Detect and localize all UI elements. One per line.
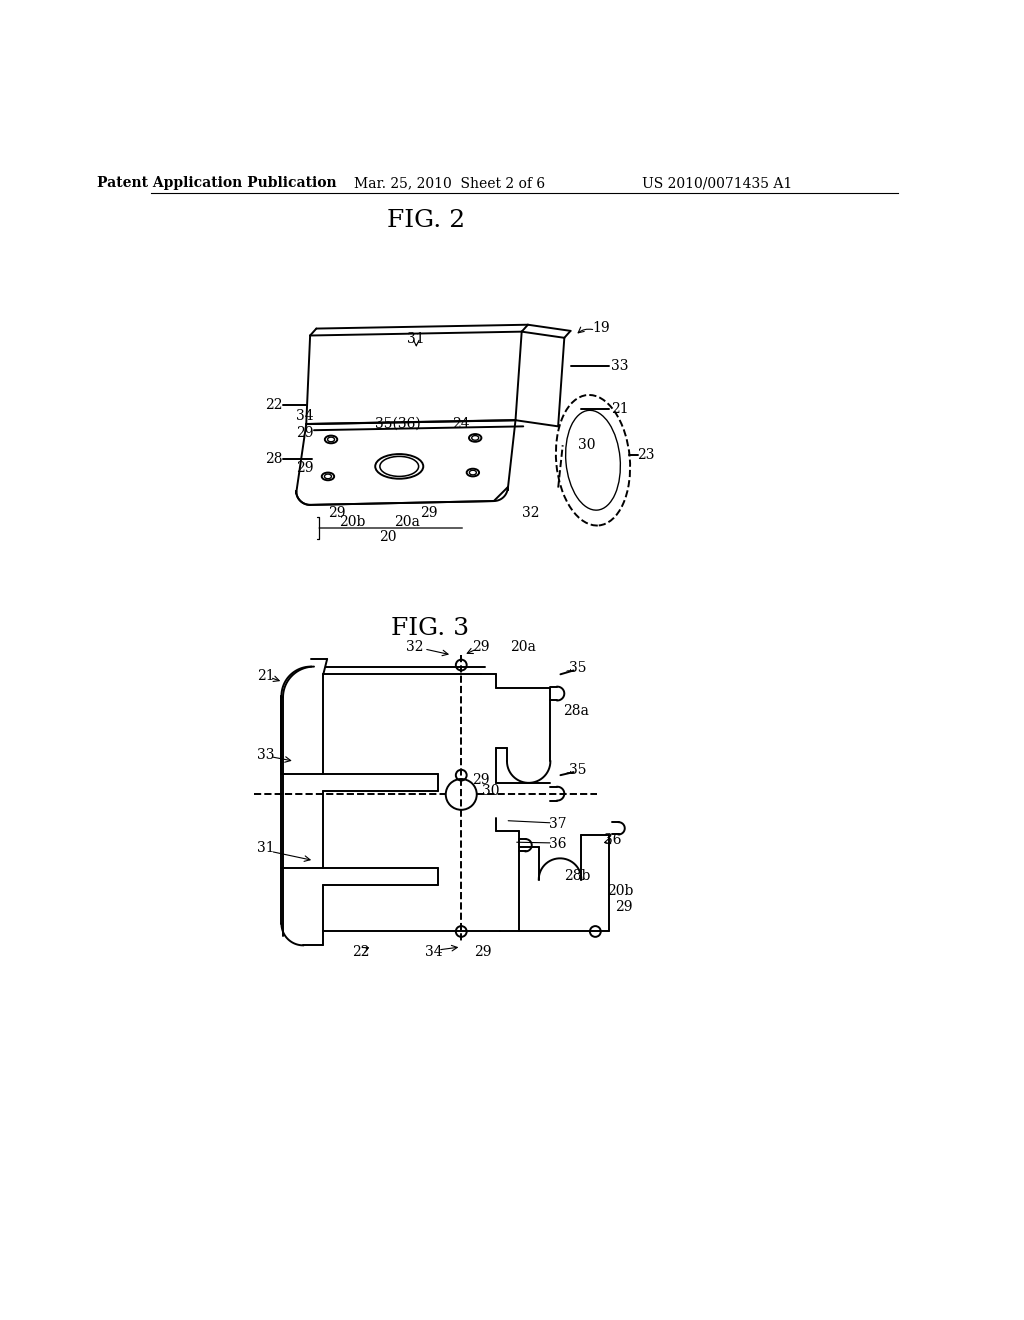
Text: 28a: 28a (563, 705, 589, 718)
Text: 35: 35 (568, 661, 587, 675)
Text: 36: 36 (549, 837, 567, 850)
Text: 30: 30 (482, 784, 500, 799)
Text: ~: ~ (564, 665, 575, 678)
Text: 28b: 28b (564, 869, 591, 883)
Text: 29: 29 (296, 461, 313, 475)
Text: 28: 28 (265, 451, 283, 466)
Text: 29: 29 (296, 426, 313, 441)
Text: ~: ~ (564, 767, 575, 780)
Text: 35(36): 35(36) (375, 417, 421, 432)
Text: 29: 29 (474, 945, 492, 958)
Text: 24: 24 (453, 417, 470, 432)
Text: 37: 37 (549, 817, 567, 832)
Text: 29: 29 (329, 506, 346, 520)
Text: 29: 29 (420, 506, 437, 520)
Text: 34: 34 (425, 945, 443, 958)
Text: 31: 31 (257, 841, 274, 854)
Text: 19: 19 (592, 321, 609, 335)
Text: 29: 29 (472, 772, 489, 787)
Text: 33: 33 (611, 359, 629, 374)
Text: 21: 21 (611, 401, 629, 416)
Text: 35: 35 (568, 763, 587, 776)
Text: 20a: 20a (510, 640, 537, 655)
Text: 20: 20 (379, 531, 396, 544)
Text: 33: 33 (257, 748, 274, 762)
Text: 30: 30 (579, 438, 596, 451)
Text: 22: 22 (352, 945, 370, 958)
Text: Mar. 25, 2010  Sheet 2 of 6: Mar. 25, 2010 Sheet 2 of 6 (354, 176, 545, 190)
Text: 21: 21 (257, 669, 274, 682)
Text: 32: 32 (406, 640, 424, 655)
Text: US 2010/0071435 A1: US 2010/0071435 A1 (642, 176, 793, 190)
Text: 20a: 20a (394, 515, 420, 529)
Text: 23: 23 (637, 447, 654, 462)
Text: 29: 29 (472, 640, 489, 655)
Text: 20b: 20b (340, 515, 366, 529)
Text: 20b: 20b (607, 884, 633, 899)
Text: 29: 29 (615, 900, 633, 913)
Text: 22: 22 (265, 397, 283, 412)
Text: 36: 36 (603, 833, 622, 847)
Text: 34: 34 (296, 409, 313, 424)
Text: FIG. 3: FIG. 3 (391, 616, 469, 640)
Text: 32: 32 (522, 506, 540, 520)
Text: 31: 31 (408, 333, 425, 346)
Text: Patent Application Publication: Patent Application Publication (97, 176, 337, 190)
Text: FIG. 2: FIG. 2 (387, 209, 466, 231)
